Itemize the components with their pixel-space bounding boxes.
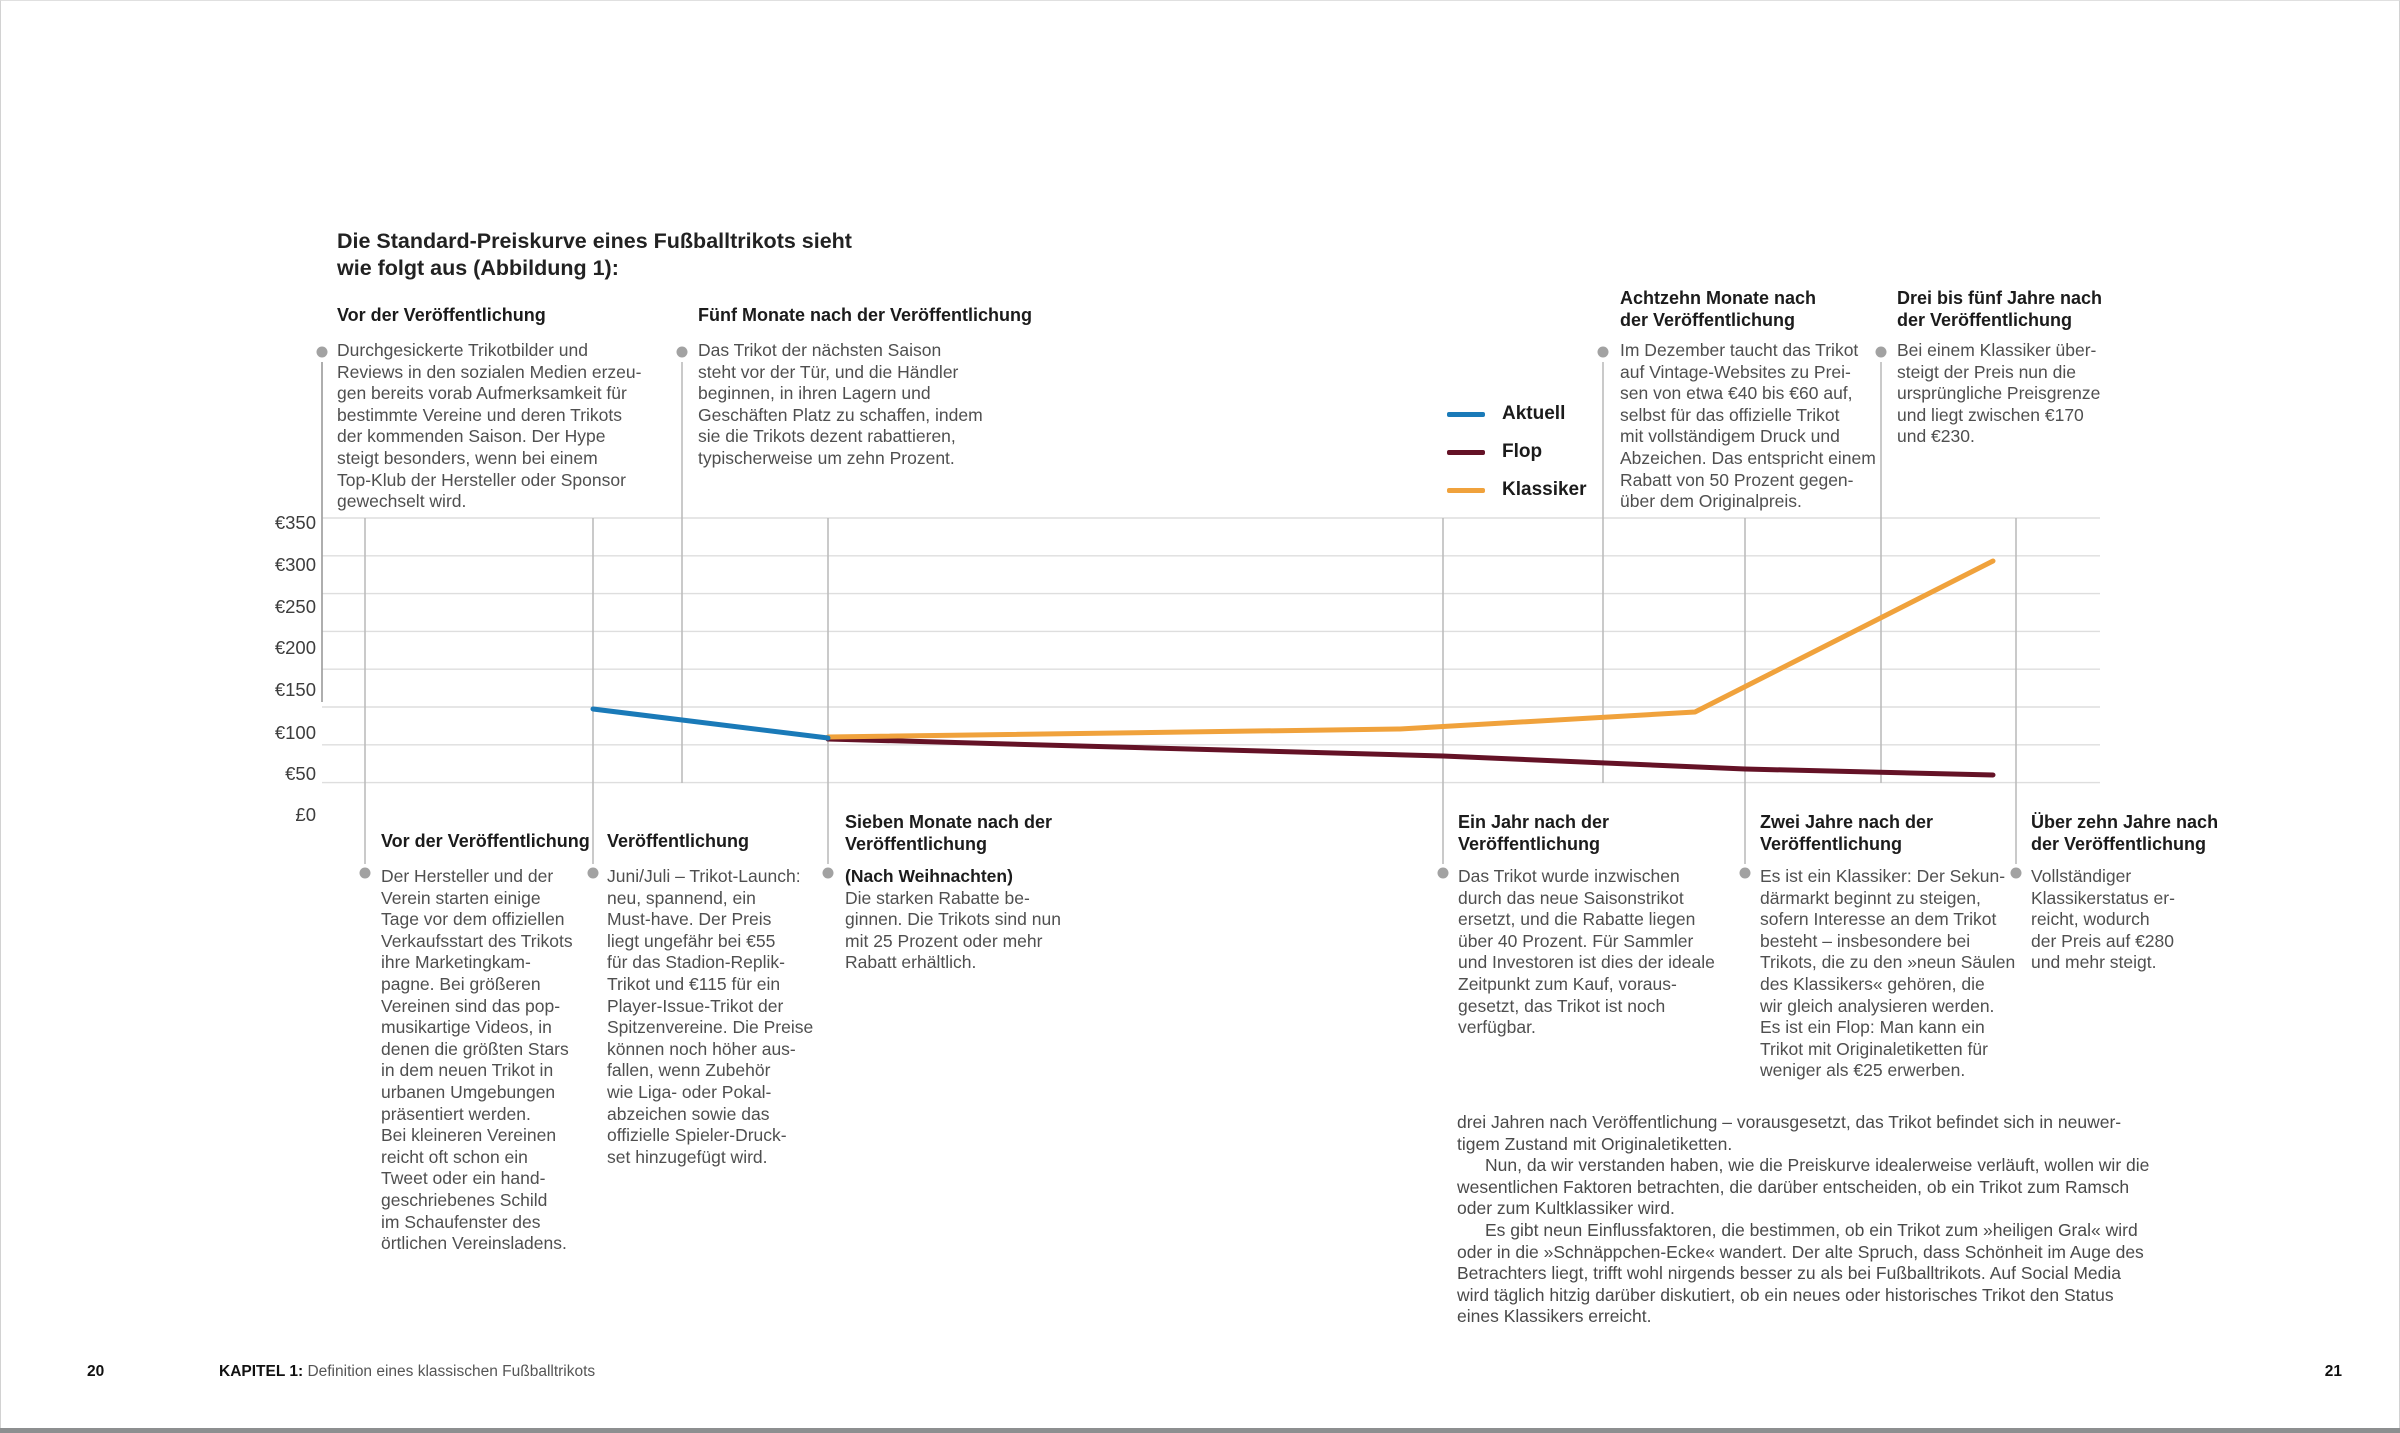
annotation-heading: Über zehn Jahre nach der Veröffentlichung bbox=[2031, 812, 2219, 854]
annotation-heading: Vor der Veröffentlichung bbox=[381, 831, 590, 851]
series-line-flop bbox=[825, 736, 1996, 778]
paragraph-line: wird täglich hitzig darüber diskutiert, … bbox=[1457, 1284, 2114, 1305]
annotation-body: Im Dezember taucht das Trikot auf Vintage… bbox=[1620, 340, 1876, 512]
paragraph-line: Nun, da wir verstanden haben, wie die Pr… bbox=[1485, 1155, 2150, 1176]
legend-item-klassiker: Klassiker bbox=[1447, 479, 1587, 501]
annotation-heading: Ein Jahr nach der Veröffentlichung bbox=[1458, 812, 1610, 854]
page-bottom-edge bbox=[0, 1428, 2400, 1433]
annotation-body: Das Trikot wurde inzwischen durch das neu… bbox=[1458, 866, 1715, 1038]
annotation-heading: Achtzehn Monate nach der Veröffentlichung bbox=[1620, 288, 1817, 330]
annotation-body: Das Trikot der nächsten Saison steht vor … bbox=[698, 340, 983, 468]
paragraph-line: oder zum Kultklassiker wird. bbox=[1457, 1198, 1675, 1219]
annotation-bullet-icon bbox=[1739, 867, 1751, 879]
flop-line-swatch bbox=[1447, 449, 1485, 455]
paragraph-line: Es gibt neun Einflussfaktoren, die besti… bbox=[1485, 1219, 2138, 1240]
annotation-bullet-icon bbox=[359, 867, 371, 879]
annotation-heading: Vor der Veröffentlichung bbox=[337, 305, 546, 325]
klassiker-line-swatch bbox=[1447, 487, 1485, 493]
annotation-bullet-icon bbox=[1875, 346, 1887, 358]
annotation-body: Bei einem Klassiker über-steigt der Prei… bbox=[1897, 340, 2101, 447]
bottom-annotation: Zwei Jahre nach der Veröffentlichung Es is… bbox=[1760, 812, 2015, 1080]
top-annotation: Vor der Veröffentlichung Durchgesickerte … bbox=[337, 305, 641, 511]
annotation-bullet-icon bbox=[1597, 346, 1609, 358]
legend-label: Flop bbox=[1502, 441, 1543, 462]
annotation-heading: Drei bis fünf Jahre nach der Veröffentlic… bbox=[1897, 288, 2103, 330]
annotation-body: Durchgesickerte Trikotbilder und Reviews … bbox=[337, 340, 642, 512]
y-axis-tick-label: €200 bbox=[274, 637, 316, 658]
aktuell-line-swatch bbox=[1447, 411, 1485, 417]
figure-title-line1: Die Standard-Preiskurve eines Fußballtri… bbox=[337, 229, 852, 253]
body-paragraph: drei Jahren nach Veröffentlichung – vora… bbox=[1457, 1112, 2149, 1328]
chapter-label: KAPITEL 1: bbox=[219, 1363, 304, 1380]
y-axis-tick-label: €50 bbox=[285, 763, 316, 784]
chapter-title: Definition eines klassischen Fußballtrik… bbox=[307, 1363, 596, 1380]
top-annotation: Achtzehn Monate nach der Veröffentlichung… bbox=[1620, 288, 1876, 511]
annotation-subheading: (Nach Weihnachten) bbox=[845, 866, 1013, 886]
paragraph-line: drei Jahren nach Veröffentlichung – vora… bbox=[1457, 1112, 2122, 1132]
chapter-footer: KAPITEL 1: Definition eines klassischen … bbox=[219, 1363, 595, 1381]
annotation-heading: Sieben Monate nach der Veröffentlichung bbox=[845, 812, 1053, 854]
legend-item-flop: Flop bbox=[1447, 441, 1542, 463]
annotation-body: Es ist ein Klassiker: Der Sekun-därmarkt… bbox=[1760, 866, 2016, 1081]
bottom-annotation: Über zehn Jahre nach der Veröffentlichung… bbox=[2031, 812, 2219, 972]
annotation-body: (Nach Weihnachten) Die starken Rabatte be… bbox=[845, 866, 1061, 973]
annotation-body: Der Hersteller und der Verein starten ein… bbox=[381, 866, 573, 1254]
paragraph-line: eines Klassikers erreicht. bbox=[1457, 1306, 1652, 1327]
annotation-body: Vollständiger Klassikerstatus er-reicht, … bbox=[2031, 866, 2175, 973]
legend-item-aktuell: Aktuell bbox=[1447, 403, 1565, 425]
paragraph-line: wesentlichen Faktoren betrachten, die da… bbox=[1457, 1176, 2130, 1197]
legend-label: Klassiker bbox=[1502, 479, 1587, 500]
y-axis-tick-label: €100 bbox=[274, 722, 316, 743]
annotation-heading: Zwei Jahre nach der Veröffentlichung bbox=[1760, 812, 1934, 854]
page-number-right: 21 bbox=[2324, 1363, 2342, 1380]
annotation-body: Juni/Juli – Trikot-Launch: neu, spannend,… bbox=[607, 866, 814, 1167]
y-axis-tick-label: £0 bbox=[295, 804, 316, 825]
bottom-annotation: Sieben Monate nach der Veröffentlichung (N… bbox=[845, 812, 1061, 972]
figure-title: Die Standard-Preiskurve eines Fußballtri… bbox=[337, 228, 852, 281]
annotation-heading: Veröffentlichung bbox=[607, 831, 750, 851]
annotation-heading: Fünf Monate nach der Veröffentlichung bbox=[698, 305, 1033, 325]
top-annotation: Drei bis fünf Jahre nach der Veröffentlic… bbox=[1897, 288, 2103, 446]
figure-title-line2: wie folgt aus (Abbildung 1): bbox=[337, 255, 619, 280]
series-line-aktuell bbox=[590, 706, 831, 741]
bottom-annotation: Ein Jahr nach der Veröffentlichung Das Tri… bbox=[1458, 812, 1715, 1037]
y-axis-tick-label: €300 bbox=[274, 554, 316, 575]
legend-label: Aktuell bbox=[1502, 403, 1566, 424]
annotation-bullet-icon bbox=[2010, 867, 2022, 879]
series-line-klassiker bbox=[825, 558, 1996, 740]
annotation-bullet-icon bbox=[316, 346, 328, 358]
page-number-left: 20 bbox=[87, 1363, 105, 1380]
y-axis-tick-label: €350 bbox=[274, 512, 316, 533]
annotation-bullet-icon bbox=[1437, 867, 1449, 879]
annotation-bullet-icon bbox=[676, 346, 688, 358]
y-axis-tick-label: €250 bbox=[274, 596, 316, 617]
bottom-annotation: Vor der Veröffentlichung Der Hersteller u… bbox=[381, 831, 590, 1253]
y-axis-tick-label: €150 bbox=[274, 679, 316, 700]
paragraph-line: oder in die »Schnäppchen-Ecke« wandert. … bbox=[1457, 1241, 2144, 1262]
paragraph-line: tigem Zustand mit Originaletiketten. bbox=[1457, 1133, 1733, 1154]
top-annotation: Fünf Monate nach der Veröffentlichung Das… bbox=[698, 305, 1033, 468]
paragraph-line: Betrachters liegt, trifft wohl nirgends … bbox=[1457, 1263, 2122, 1284]
annotation-bullet-icon bbox=[587, 867, 599, 879]
bottom-annotation: Veröffentlichung Juni/Juli – Trikot-Launc… bbox=[607, 831, 813, 1167]
annotation-bullet-icon bbox=[822, 867, 834, 879]
